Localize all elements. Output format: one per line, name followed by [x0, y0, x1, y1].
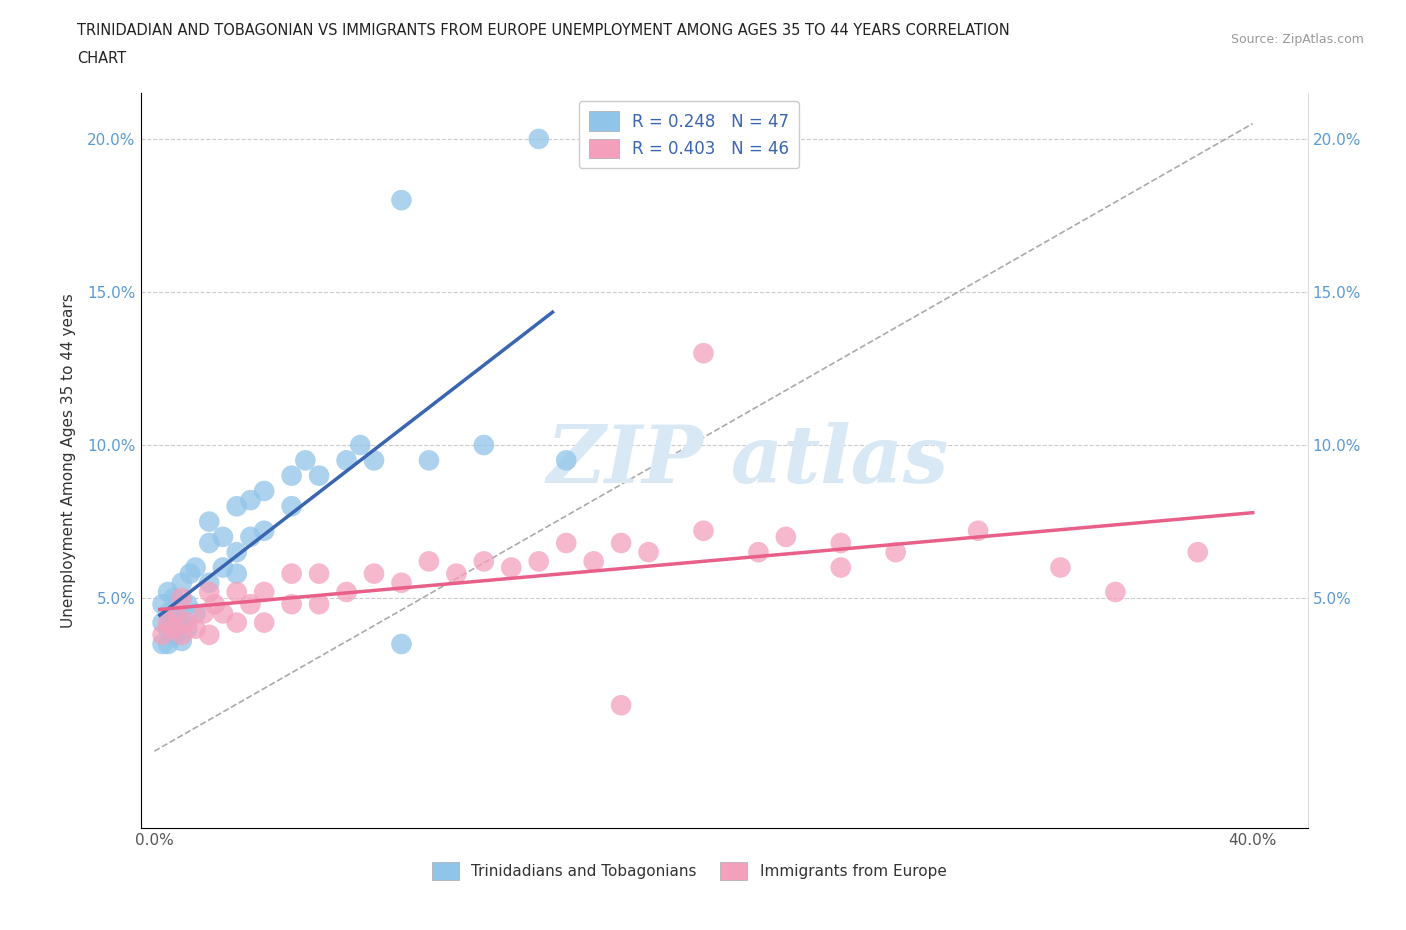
Point — [176, 621, 198, 636]
Point — [162, 628, 184, 643]
Point — [363, 453, 385, 468]
Point — [418, 554, 440, 569]
Point — [308, 597, 330, 612]
Point — [152, 637, 174, 652]
Point — [335, 585, 357, 600]
Point — [830, 536, 852, 551]
Point — [152, 615, 174, 630]
Point — [165, 606, 187, 621]
Point — [176, 615, 198, 630]
Point — [830, 560, 852, 575]
Point — [176, 597, 198, 612]
Point — [349, 438, 371, 453]
Point — [193, 606, 215, 621]
Point — [294, 453, 316, 468]
Point — [280, 597, 302, 612]
Point — [280, 566, 302, 581]
Point — [165, 628, 187, 643]
Point — [239, 493, 262, 508]
Point — [152, 628, 174, 643]
Point — [157, 606, 180, 621]
Point — [198, 576, 221, 591]
Point — [692, 524, 714, 538]
Point — [472, 438, 495, 453]
Point — [472, 554, 495, 569]
Point — [555, 536, 578, 551]
Point — [555, 453, 578, 468]
Point — [162, 612, 184, 627]
Point — [335, 453, 357, 468]
Point — [198, 628, 221, 643]
Point — [162, 591, 184, 605]
Point — [198, 514, 221, 529]
Point — [225, 566, 247, 581]
Point — [170, 576, 193, 591]
Point — [225, 498, 247, 513]
Point — [637, 545, 659, 560]
Point — [692, 346, 714, 361]
Point — [179, 566, 201, 581]
Point — [446, 566, 468, 581]
Point — [239, 529, 262, 544]
Point — [363, 566, 385, 581]
Text: CHART: CHART — [77, 51, 127, 66]
Point — [184, 560, 207, 575]
Point — [225, 615, 247, 630]
Point — [884, 545, 907, 560]
Point — [308, 566, 330, 581]
Text: Source: ZipAtlas.com: Source: ZipAtlas.com — [1230, 33, 1364, 46]
Point — [1187, 545, 1209, 560]
Point — [184, 621, 207, 636]
Point — [747, 545, 769, 560]
Legend: Trinidadians and Tobagonians, Immigrants from Europe: Trinidadians and Tobagonians, Immigrants… — [426, 857, 952, 886]
Point — [280, 468, 302, 483]
Point — [308, 468, 330, 483]
Point — [170, 628, 193, 643]
Point — [212, 606, 235, 621]
Point — [165, 606, 187, 621]
Point — [501, 560, 523, 575]
Point — [582, 554, 605, 569]
Point — [167, 621, 190, 636]
Point — [212, 529, 235, 544]
Point — [610, 698, 633, 712]
Point — [198, 536, 221, 551]
Point — [239, 597, 262, 612]
Point — [212, 560, 235, 575]
Point — [170, 591, 193, 605]
Point — [775, 529, 797, 544]
Point — [157, 615, 180, 630]
Point — [157, 637, 180, 652]
Point — [253, 585, 276, 600]
Point — [527, 131, 550, 146]
Point — [253, 615, 276, 630]
Point — [967, 524, 990, 538]
Point — [157, 621, 180, 636]
Point — [198, 585, 221, 600]
Text: TRINIDADIAN AND TOBAGONIAN VS IMMIGRANTS FROM EUROPE UNEMPLOYMENT AMONG AGES 35 : TRINIDADIAN AND TOBAGONIAN VS IMMIGRANTS… — [77, 23, 1010, 38]
Point — [162, 621, 184, 636]
Point — [157, 585, 180, 600]
Point — [167, 597, 190, 612]
Point — [391, 637, 413, 652]
Point — [1104, 585, 1126, 600]
Point — [170, 633, 193, 648]
Text: ZIP atlas: ZIP atlas — [547, 421, 949, 499]
Point — [391, 193, 413, 207]
Point — [527, 554, 550, 569]
Point — [418, 453, 440, 468]
Point — [170, 615, 193, 630]
Point — [280, 498, 302, 513]
Point — [253, 524, 276, 538]
Point — [253, 484, 276, 498]
Point — [391, 576, 413, 591]
Point — [184, 606, 207, 621]
Point — [1049, 560, 1071, 575]
Point — [225, 545, 247, 560]
Y-axis label: Unemployment Among Ages 35 to 44 years: Unemployment Among Ages 35 to 44 years — [62, 293, 76, 628]
Point — [152, 597, 174, 612]
Point — [204, 597, 226, 612]
Point — [225, 585, 247, 600]
Point — [610, 536, 633, 551]
